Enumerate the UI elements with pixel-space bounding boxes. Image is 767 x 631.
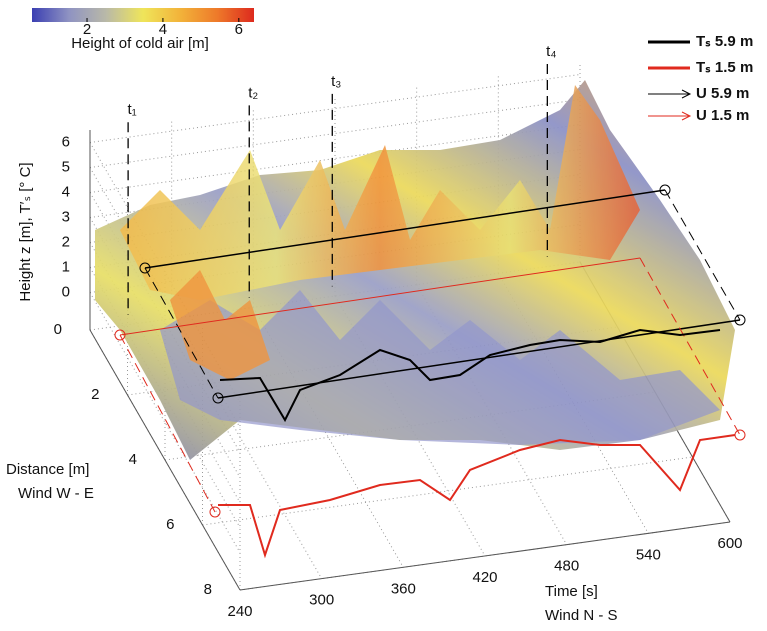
z-tick-label: 5 bbox=[62, 158, 70, 175]
x-tick-label: 420 bbox=[472, 569, 497, 586]
y-tick-label: 2 bbox=[91, 386, 99, 403]
colorbar-tick-label: 2 bbox=[83, 21, 91, 38]
tower-line bbox=[144, 267, 219, 399]
tower-line bbox=[639, 257, 741, 436]
z-tick-label: 1 bbox=[62, 258, 70, 275]
z-tick-label: 6 bbox=[62, 133, 70, 150]
surface bbox=[95, 80, 735, 460]
labels: Height of cold air [m] Height z [m], T′ₛ… bbox=[6, 35, 618, 624]
axis-line bbox=[89, 329, 241, 591]
grid-line bbox=[89, 99, 581, 168]
z-axis-label: Height z [m], T′ₛ [° C] bbox=[17, 162, 34, 301]
colorbar-label: Height of cold air [m] bbox=[71, 35, 209, 52]
grid-line bbox=[89, 74, 581, 143]
z-tick-label: 0 bbox=[62, 283, 70, 300]
measurement-lines bbox=[114, 184, 746, 559]
axis-line bbox=[239, 521, 731, 591]
legend-swatch bbox=[681, 89, 692, 99]
x-axis-label: Time [s] bbox=[545, 583, 598, 600]
y-axis-label: Distance [m] bbox=[6, 461, 89, 478]
tower-node bbox=[734, 429, 746, 441]
temperature-trace bbox=[219, 328, 721, 423]
tower-node bbox=[114, 329, 126, 341]
y-axis-label: Wind W - E bbox=[18, 485, 94, 502]
x-tick-label: 540 bbox=[636, 546, 661, 563]
event-marker-label: t₂ bbox=[248, 84, 258, 101]
tower-line bbox=[664, 189, 741, 321]
legend-swatch bbox=[681, 111, 692, 121]
tower-line bbox=[119, 257, 641, 336]
y-tick-label: 4 bbox=[129, 451, 137, 468]
event-marker-label: t₁ bbox=[127, 101, 136, 118]
tower-line bbox=[217, 319, 741, 399]
x-tick-label: 300 bbox=[309, 592, 334, 609]
temperature-trace bbox=[218, 434, 736, 559]
grid-line bbox=[89, 124, 581, 193]
x-tick-label: 480 bbox=[554, 558, 579, 575]
surface-ridge bbox=[120, 85, 640, 300]
legend-label: Tₛ 5.9 m bbox=[696, 33, 753, 50]
x-tick-label: 600 bbox=[717, 535, 742, 552]
grid-line bbox=[202, 456, 693, 526]
legend-label: U 5.9 m bbox=[696, 85, 749, 102]
tower-node bbox=[212, 392, 224, 404]
tower-node bbox=[734, 314, 746, 326]
tower-line bbox=[119, 334, 216, 513]
x-axis-label: Wind N - S bbox=[545, 607, 618, 624]
legend-label: U 1.5 m bbox=[696, 107, 749, 124]
event-marker-label: t₄ bbox=[546, 43, 556, 60]
surface-trough bbox=[160, 290, 720, 445]
y-tick-label: 6 bbox=[166, 516, 174, 533]
y-tick-label: 0 bbox=[54, 321, 62, 338]
x-tick-label: 240 bbox=[227, 603, 252, 620]
colorbar-tick-label: 6 bbox=[235, 21, 243, 38]
event-marker-label: t₃ bbox=[331, 73, 341, 90]
colorbar-tick-label: 4 bbox=[159, 21, 167, 38]
y-tick-label: 8 bbox=[204, 581, 212, 598]
tower-node bbox=[659, 184, 671, 196]
tower-node bbox=[139, 262, 151, 274]
z-tick-label: 4 bbox=[62, 183, 70, 200]
z-tick-label: 2 bbox=[62, 233, 70, 250]
tower-node bbox=[209, 506, 221, 518]
z-tick-label: 3 bbox=[62, 208, 70, 225]
legend-label: Tₛ 1.5 m bbox=[696, 59, 753, 76]
tower-line bbox=[144, 189, 666, 269]
x-tick-label: 360 bbox=[391, 580, 416, 597]
surface-peak bbox=[170, 270, 270, 380]
colorbar bbox=[32, 8, 254, 22]
